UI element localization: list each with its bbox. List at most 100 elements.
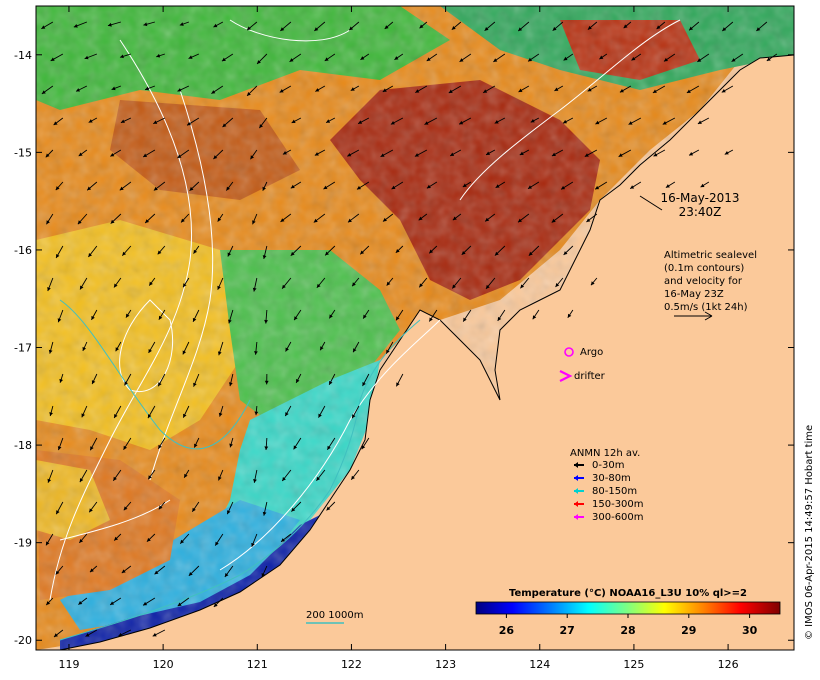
velocity-arrowhead [217, 217, 222, 222]
anmn-arrowhead-icon [574, 514, 578, 520]
velocity-arrowhead [227, 510, 231, 515]
velocity-arrowhead [252, 220, 256, 225]
velocity-arrowhead [418, 216, 423, 221]
velocity-arrowhead [587, 25, 592, 30]
altimetry-line-2: (0.1m contours) [664, 263, 744, 274]
lat-tick-label: -20 [14, 634, 32, 647]
velocity-arrowhead [119, 186, 124, 191]
velocity-arrowhead [41, 25, 46, 29]
velocity-arrowhead [158, 505, 163, 510]
anmn-item-label: 150-300m [592, 499, 644, 510]
velocity-arrowhead [192, 317, 197, 322]
velocity-arrowhead [229, 443, 233, 448]
colorbar-tick-label: 28 [620, 624, 635, 637]
velocity-arrowhead [519, 151, 524, 155]
velocity-arrowhead [689, 151, 694, 156]
velocity-arrowhead [361, 445, 366, 450]
velocity-arrowhead [663, 57, 668, 62]
isobath-label: 200 1000m [306, 610, 363, 621]
velocity-arrowhead [429, 317, 433, 322]
velocity-arrowhead [721, 88, 726, 93]
velocity-arrowhead [282, 477, 286, 481]
velocity-arrowhead [215, 541, 219, 546]
velocity-arrowhead [282, 150, 287, 155]
velocity-arrowhead [296, 378, 300, 383]
velocity-arrowhead [285, 347, 289, 352]
time-label: 23:40Z [679, 205, 722, 219]
velocity-arrowhead [665, 184, 670, 188]
velocity-arrowhead [124, 381, 128, 386]
velocity-arrowhead [91, 380, 96, 385]
velocity-arrowhead [528, 251, 533, 256]
drifter-label: drifter [574, 371, 606, 382]
velocity-arrowhead [77, 220, 82, 225]
velocity-arrowhead [84, 55, 89, 60]
velocity-arrowhead [352, 282, 356, 287]
velocity-arrowhead [188, 55, 193, 59]
velocity-arrowhead [152, 632, 157, 637]
velocity-arrowhead [114, 536, 119, 541]
velocity-arrowhead [121, 569, 126, 574]
date-label: 16-May-2013 [660, 191, 739, 205]
velocity-arrowhead [450, 152, 455, 156]
velocity-arrowhead [181, 218, 185, 223]
velocity-arrowhead [88, 119, 93, 123]
velocity-arrowhead [221, 57, 226, 62]
anmn-arrowhead-icon [574, 501, 578, 507]
lon-tick-label: 123 [435, 658, 456, 671]
velocity-arrowhead [78, 600, 83, 605]
velocity-arrowhead [143, 153, 148, 158]
lat-tick-label: -16 [14, 244, 32, 257]
velocity-arrowhead [567, 313, 572, 318]
anmn-arrowhead-icon [574, 462, 578, 468]
colorbar-title: Temperature (°C) NOAA16_L3U 10% ql>=2 [509, 588, 747, 599]
velocity-arrowhead [382, 217, 387, 222]
velocity-arrowhead [452, 284, 457, 289]
lon-tick-label: 125 [623, 658, 644, 671]
velocity-arrowhead [147, 414, 152, 419]
velocity-arrowhead [76, 88, 81, 92]
velocity-arrowhead [187, 121, 192, 126]
velocity-arrowhead [213, 23, 218, 28]
velocity-arrowhead [318, 413, 322, 418]
velocity-arrowhead [382, 88, 387, 92]
velocity-arrowhead [57, 446, 62, 451]
velocity-arrowhead [731, 58, 736, 62]
velocity-arrowhead [451, 25, 456, 30]
velocity-arrowhead [211, 90, 216, 94]
date-pointer-line [639, 195, 663, 211]
velocity-arrowhead [120, 119, 125, 123]
velocity-arrowhead [122, 251, 127, 256]
lat-tick-label: -17 [14, 342, 32, 355]
velocity-arrowhead [113, 283, 118, 288]
velocity-arrowhead [56, 253, 60, 258]
velocity-arrowhead [110, 152, 115, 157]
velocity-arrowhead [349, 26, 354, 31]
isobath-200 [59, 319, 421, 641]
velocity-arrowhead [261, 573, 266, 578]
velocity-arrowhead [486, 151, 491, 155]
velocity-arrowhead [518, 88, 523, 92]
velocity-arrowhead [46, 220, 50, 225]
velocity-arrowhead [329, 314, 333, 319]
velocity-arrowhead [182, 350, 187, 355]
velocity-arrowhead [179, 22, 184, 26]
velocity-arrowhead [700, 183, 705, 188]
velocity-arrowhead [528, 57, 533, 62]
velocity-arrowhead [590, 281, 595, 286]
velocity-arrowhead [82, 346, 87, 351]
velocity-arrowhead [281, 538, 286, 542]
velocity-arrowhead [380, 153, 385, 157]
velocity-arrowhead [314, 152, 319, 156]
argo-marker-icon [564, 347, 574, 357]
velocity-arrowhead [766, 57, 771, 61]
velocity-arrows [41, 21, 778, 638]
velocity-arrowhead [41, 90, 46, 94]
anmn-item-label: 0-30m [592, 460, 624, 471]
velocity-arrowhead [563, 56, 568, 61]
velocity-arrowhead [264, 380, 269, 385]
lon-tick-label: 119 [58, 658, 79, 671]
velocity-arrowhead [555, 283, 560, 287]
colorbar-tick-label: 26 [499, 624, 515, 637]
velocity-arrowhead [54, 633, 58, 637]
